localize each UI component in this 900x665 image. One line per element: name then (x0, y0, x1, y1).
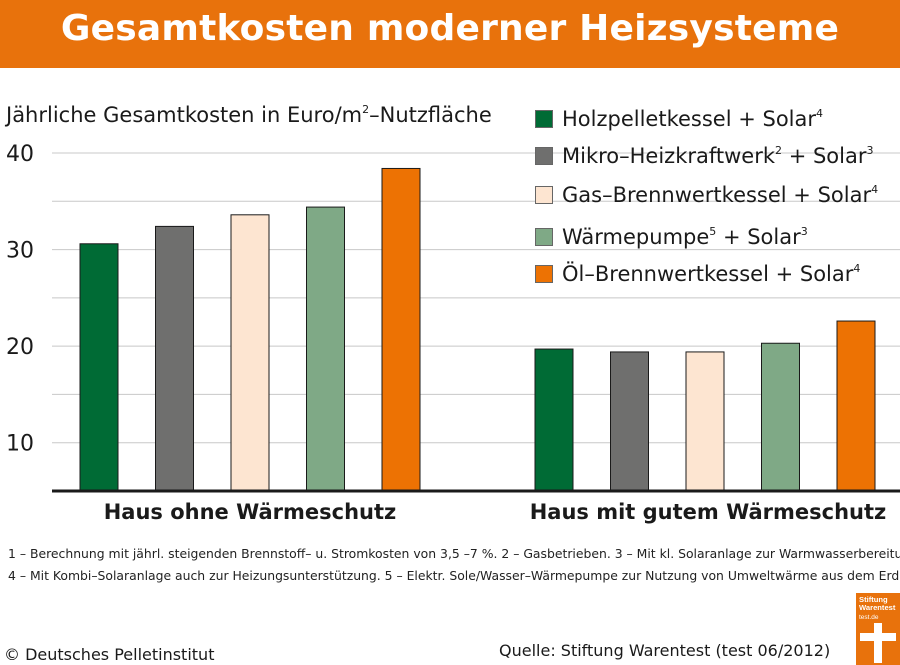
copyright: © Deutsches Pelletinstitut (4, 645, 215, 664)
legend-label: Gas–Brennwertkessel + Solar4 (562, 183, 879, 207)
y-axis-label-sup: 2 (362, 103, 370, 116)
bar-2-1 (534, 348, 574, 492)
y-tick-label: 30 (6, 239, 34, 264)
logo-text: Stiftung Warentest (859, 595, 896, 613)
y-axis-label: Jährliche Gesamtkosten in Euro/m2–Nutzfl… (6, 103, 492, 127)
bar-1-5 (381, 167, 421, 492)
bar-1-4 (306, 206, 345, 492)
bar-2-4 (761, 342, 800, 492)
footnote-line-1: 1 – Berechnung mit jährl. steigenden Bre… (8, 546, 900, 561)
bar-1-1 (79, 243, 119, 492)
chart-title: Gesamtkosten moderner Heizsysteme (60, 8, 840, 49)
bars (79, 167, 876, 492)
y-tick-label: 40 (6, 142, 34, 167)
legend-swatch (535, 228, 553, 246)
bar-2-3 (685, 351, 725, 492)
bar-2-5 (836, 320, 876, 492)
y-axis-label-text: Jährliche Gesamtkosten in Euro/m (6, 103, 363, 127)
category-label-ohne-waermeschutz: Haus ohne Wärmeschutz (103, 500, 397, 524)
y-tick-labels: 10 20 30 40 (6, 142, 34, 457)
bar-1-3 (230, 214, 270, 492)
category-label-mit-waermeschutz: Haus mit gutem Wärmeschutz (529, 500, 887, 524)
legend-swatch (535, 110, 553, 128)
title-bar: Gesamtkosten moderner Heizsysteme (0, 0, 900, 68)
y-tick-label: 10 (6, 432, 34, 457)
legend-label: Mikro–Heizkraftwerk2 + Solar3 (562, 144, 874, 168)
legend-swatch (535, 186, 553, 204)
logo-url: test.de (859, 614, 879, 621)
legend-swatch (535, 265, 553, 283)
legend-swatch (535, 147, 553, 165)
legend-item-waermepumpe: Wärmepumpe5 + Solar3 (535, 224, 808, 250)
footnote-line-2: 4 – Mit Kombi–Solaranlage auch zur Heizu… (8, 568, 900, 583)
logo-plus-icon (860, 623, 896, 663)
legend-label: Wärmepumpe5 + Solar3 (562, 225, 808, 249)
bar-1-2 (155, 225, 194, 492)
y-tick-label: 20 (6, 335, 34, 360)
legend-item-oel-brennwert: Öl–Brennwertkessel + Solar4 (535, 261, 860, 287)
bar-2-2 (610, 351, 649, 492)
stiftung-warentest-logo: Stiftung Warentest test.de (856, 593, 900, 665)
legend-item-holzpellet: Holzpelletkessel + Solar4 (535, 106, 823, 132)
legend-item-mikro-heizkraftwerk: Mikro–Heizkraftwerk2 + Solar3 (535, 143, 873, 169)
y-axis-label-suffix: –Nutzfläche (369, 103, 492, 127)
legend-label: Öl–Brennwertkessel + Solar4 (562, 262, 861, 286)
source-note: Quelle: Stiftung Warentest (test 06/2012… (499, 641, 831, 660)
legend-label: Holzpelletkessel + Solar4 (562, 107, 823, 131)
legend-item-gas-brennwert: Gas–Brennwertkessel + Solar4 (535, 182, 878, 208)
